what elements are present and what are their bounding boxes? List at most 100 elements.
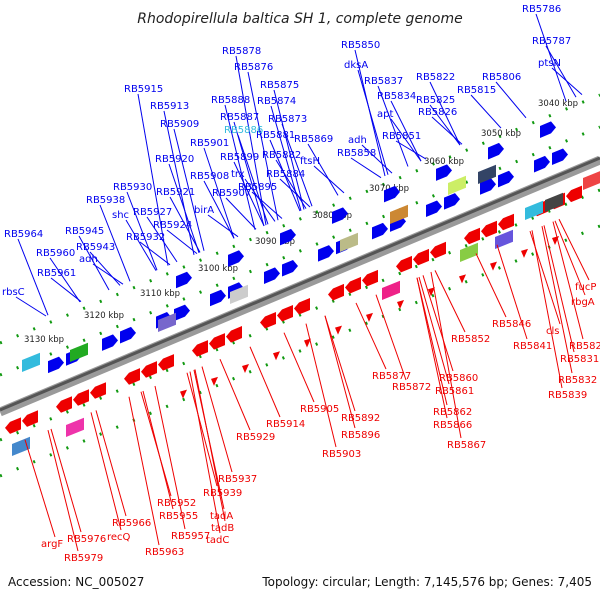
leader-line xyxy=(496,244,528,340)
leader-line xyxy=(173,128,205,251)
leader-line xyxy=(249,346,281,418)
gene-label: RB5869 xyxy=(294,134,333,145)
leader-line xyxy=(283,332,315,403)
gene-label: RB5860 xyxy=(439,373,478,384)
gene-arrow xyxy=(480,178,496,195)
accession-text: Accession: NC_005027 xyxy=(8,575,144,589)
gene-label: RB5846 xyxy=(492,319,531,330)
feature-box xyxy=(382,280,400,300)
gene-arrow xyxy=(488,142,504,160)
gene-label: adh xyxy=(348,135,367,146)
feature-box xyxy=(525,200,543,220)
gene-label: RB5901 xyxy=(190,138,229,149)
leader-line xyxy=(78,235,110,291)
leader-line xyxy=(275,159,307,209)
gene-arrow xyxy=(176,271,192,289)
feature-box xyxy=(460,242,478,262)
leader-line xyxy=(390,100,422,162)
leader-line xyxy=(558,218,590,281)
gene-label: RB5937 xyxy=(218,474,257,485)
leader-line xyxy=(545,45,577,98)
leader-line xyxy=(139,241,171,266)
leader-line xyxy=(350,157,382,179)
gene-arrow xyxy=(459,274,466,284)
gene-label: RB5888 xyxy=(211,95,250,106)
gene-label: RB5943 xyxy=(76,242,115,253)
leader-line xyxy=(92,263,124,285)
gene-arrow xyxy=(426,200,442,218)
leader-line xyxy=(142,390,174,510)
gene-label: RB5831 xyxy=(560,354,599,365)
gene-label: RB5886 xyxy=(224,125,263,136)
gene-label: RB5829 xyxy=(569,341,600,352)
gene-label: RB5957 xyxy=(171,531,210,542)
gene-arrow xyxy=(174,304,190,322)
gene-label: fucP xyxy=(575,282,596,293)
feature-box xyxy=(495,229,513,249)
leader-line xyxy=(137,93,169,266)
feature-box xyxy=(448,175,466,195)
leader-line xyxy=(273,89,305,210)
gene-label: RB5887 xyxy=(220,112,259,123)
gene-label: RB5961 xyxy=(37,268,76,279)
feature-box xyxy=(158,312,176,332)
gene-label: RB5825 xyxy=(416,95,455,106)
feature-box xyxy=(70,342,88,362)
gene-arrow xyxy=(192,340,208,357)
gene-label: RB5841 xyxy=(513,341,552,352)
gene-arrow xyxy=(566,185,582,203)
gene-label: RB5851 xyxy=(382,131,421,142)
gene-label: RB5837 xyxy=(364,76,403,87)
gene-arrow xyxy=(56,396,72,413)
kbp-label: 3060 kbp xyxy=(424,157,464,167)
leader-line xyxy=(434,270,466,333)
leader-line xyxy=(203,147,235,239)
gene-arrow xyxy=(498,213,514,231)
gene-arrow xyxy=(362,269,378,287)
gene-label: RB5929 xyxy=(236,432,275,443)
leader-line xyxy=(154,385,186,530)
leader-line xyxy=(166,229,198,255)
leader-line xyxy=(390,118,422,162)
leader-line xyxy=(50,428,82,533)
gene-label: RB5852 xyxy=(451,334,490,345)
gene-label: RB5839 xyxy=(548,390,587,401)
feature-box xyxy=(340,232,358,252)
gene-label: RB5955 xyxy=(159,511,198,522)
leader-line xyxy=(128,396,160,546)
gene-label: RB5903 xyxy=(322,449,361,460)
feature-box xyxy=(390,204,408,225)
gene-arrow xyxy=(304,338,311,348)
leader-line xyxy=(429,81,461,146)
leader-line xyxy=(305,323,337,448)
leader-line xyxy=(219,358,251,431)
gene-arrow xyxy=(90,382,106,399)
gene-label: RB5914 xyxy=(266,419,305,430)
leader-line xyxy=(50,277,82,302)
gene-label: RB5806 xyxy=(482,72,521,83)
gene-label: RB5896 xyxy=(341,430,380,441)
feature-box xyxy=(230,284,248,304)
genome-summary: Topology: circular; Length: 7,145,576 bp… xyxy=(261,575,592,589)
gene-label: RB5924 xyxy=(153,220,192,231)
gene-arrow xyxy=(180,389,187,399)
leader-line xyxy=(324,315,356,412)
gene-arrow xyxy=(280,228,296,246)
leader-line xyxy=(422,275,454,372)
gene-features xyxy=(5,121,600,456)
leader-line xyxy=(418,276,450,385)
leader-line xyxy=(207,214,239,238)
gene-arrow xyxy=(345,276,361,294)
gene-label: RB5867 xyxy=(447,440,486,451)
gene-arrow xyxy=(282,259,298,277)
gene-label: RB5979 xyxy=(64,553,103,564)
leader-line xyxy=(168,163,200,253)
gene-arrow xyxy=(328,283,344,301)
gene-arrow xyxy=(124,368,140,385)
leader-line xyxy=(247,71,279,221)
kbp-label: 3050 kbp xyxy=(481,129,521,139)
gene-label: tadC xyxy=(206,535,229,546)
gene-arrow xyxy=(264,267,280,284)
leader-line xyxy=(89,251,121,286)
gene-label: RB5908 xyxy=(190,171,229,182)
